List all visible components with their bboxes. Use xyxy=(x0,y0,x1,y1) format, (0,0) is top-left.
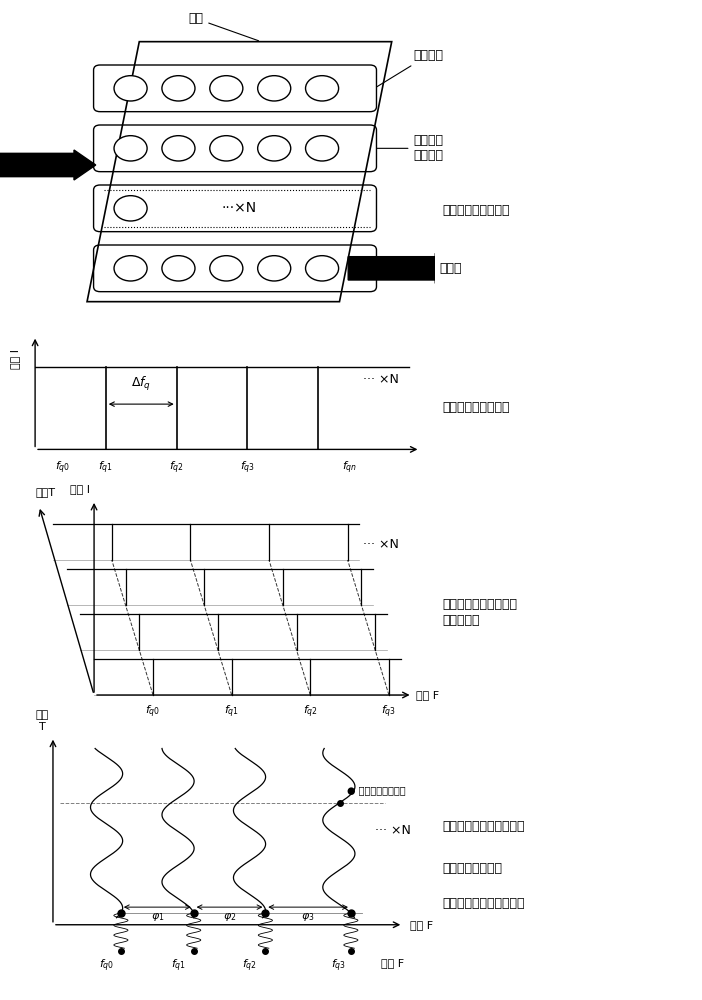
Text: ··· ×N: ··· ×N xyxy=(375,824,411,837)
Text: $f_{q0}$: $f_{q0}$ xyxy=(145,704,161,720)
Text: $f_{q0}$: $f_{q0}$ xyxy=(99,958,114,974)
Circle shape xyxy=(305,256,338,281)
Text: $f_{q3}$: $f_{q3}$ xyxy=(240,459,255,476)
Circle shape xyxy=(114,256,147,281)
Circle shape xyxy=(114,76,147,101)
Text: $f_{q3}$: $f_{q3}$ xyxy=(381,704,397,720)
FancyArrow shape xyxy=(348,253,457,283)
Text: 频率 F: 频率 F xyxy=(416,690,439,700)
Text: $f_{q3}$: $f_{q3}$ xyxy=(331,958,346,974)
Text: ● 超声波到达时间点: ● 超声波到达时间点 xyxy=(347,786,406,796)
Circle shape xyxy=(114,136,147,161)
Text: 出射光: 出射光 xyxy=(439,262,462,275)
Text: 微腔: 微腔 xyxy=(188,12,258,41)
Text: $f_{q1}$: $f_{q1}$ xyxy=(98,459,114,476)
Text: 微腔透过谱曲线随时间
的变化轨迹: 微腔透过谱曲线随时间 的变化轨迹 xyxy=(442,598,517,626)
Text: $f_{q2}$: $f_{q2}$ xyxy=(242,958,257,974)
Text: $f_{q0}$: $f_{q0}$ xyxy=(55,459,70,476)
Text: ··· ×N: ··· ×N xyxy=(363,373,399,386)
Text: 微腔共振点的最低点曲线: 微腔共振点的最低点曲线 xyxy=(442,820,525,832)
Circle shape xyxy=(258,136,291,161)
Text: 任意平面
或者曲面: 任意平面 或者曲面 xyxy=(377,134,444,162)
Text: $\varphi_2$: $\varphi_2$ xyxy=(223,911,237,923)
Text: 得到多个共振点的相伎差: 得到多个共振点的相伎差 xyxy=(442,897,525,910)
Text: 强度 I: 强度 I xyxy=(11,349,20,369)
Circle shape xyxy=(305,136,338,161)
Text: $\varphi_1$: $\varphi_1$ xyxy=(150,911,164,923)
Circle shape xyxy=(162,136,195,161)
Text: 频率 F: 频率 F xyxy=(411,920,433,930)
Text: $f_{q2}$: $f_{q2}$ xyxy=(303,704,318,720)
Circle shape xyxy=(210,76,243,101)
Text: 微腔阵列透过谱曲线: 微腔阵列透过谱曲线 xyxy=(442,401,510,414)
Circle shape xyxy=(305,76,338,101)
Text: 时间T: 时间T xyxy=(35,487,55,497)
Text: 耦合光路: 耦合光路 xyxy=(377,49,444,87)
Circle shape xyxy=(114,196,147,221)
Text: 强度 I: 强度 I xyxy=(70,484,90,494)
Circle shape xyxy=(162,256,195,281)
Circle shape xyxy=(210,136,243,161)
Text: ··· ×N: ··· ×N xyxy=(363,538,399,552)
Text: $\Delta f_q$: $\Delta f_q$ xyxy=(131,375,152,393)
Text: 入射光: 入射光 xyxy=(0,119,1,132)
Text: $f_{qn}$: $f_{qn}$ xyxy=(342,459,357,476)
Polygon shape xyxy=(87,42,392,302)
Text: $f_{q1}$: $f_{q1}$ xyxy=(224,704,239,720)
Text: 随时间的变化轨迹: 随时间的变化轨迹 xyxy=(442,861,502,874)
Text: 时间
T: 时间 T xyxy=(36,710,49,732)
Circle shape xyxy=(258,256,291,281)
Text: $\varphi_3$: $\varphi_3$ xyxy=(301,911,315,923)
Circle shape xyxy=(258,76,291,101)
Circle shape xyxy=(210,256,243,281)
Circle shape xyxy=(162,76,195,101)
Text: ···×N: ···×N xyxy=(222,201,257,215)
Text: $f_{q1}$: $f_{q1}$ xyxy=(171,958,185,974)
Text: 微腔阵列装置示意图: 微腔阵列装置示意图 xyxy=(442,204,510,217)
Text: 频率 F: 频率 F xyxy=(381,958,404,968)
Text: $f_{q2}$: $f_{q2}$ xyxy=(169,459,184,476)
FancyArrow shape xyxy=(0,150,95,180)
